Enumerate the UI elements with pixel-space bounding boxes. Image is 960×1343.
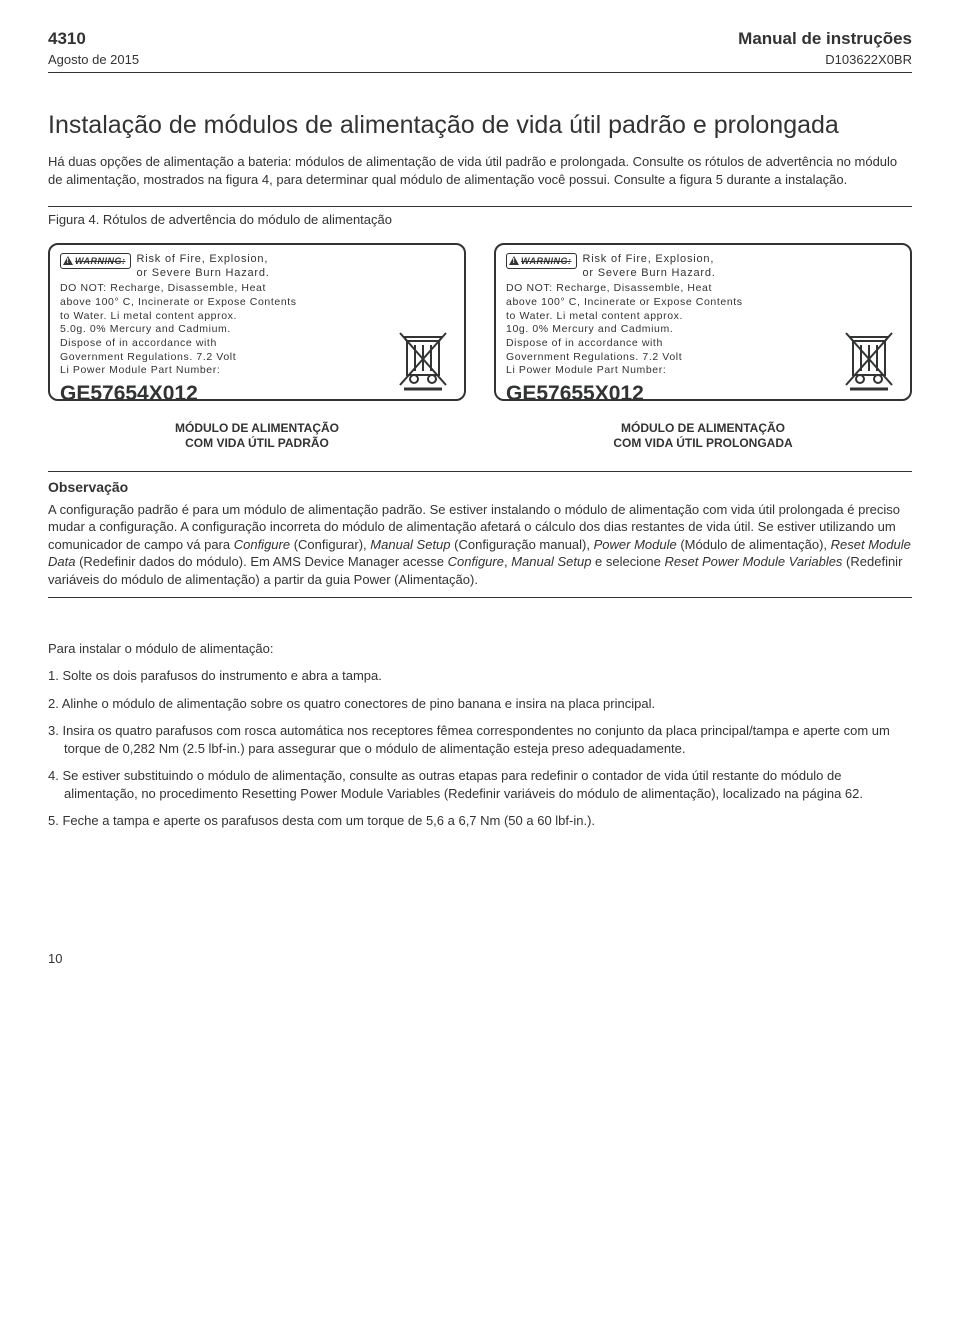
caption-extended: MÓDULO DE ALIMENTAÇÃO COM VIDA ÚTIL PROL… <box>494 411 912 465</box>
step-3: 3. Insira os quatro parafusos com rosca … <box>48 722 912 757</box>
header-right: Manual de instruções D103622X0BR <box>738 28 912 68</box>
section-title: Instalação de módulos de alimentação de … <box>48 109 912 143</box>
warning-badge: WARNING: <box>506 253 577 269</box>
divider <box>48 597 912 598</box>
doc-date: Agosto de 2015 <box>48 51 139 69</box>
doc-title: Manual de instruções <box>738 28 912 51</box>
warning-hazard-text: Risk of Fire, Explosion, or Severe Burn … <box>137 253 270 281</box>
warning-word: WARNING: <box>521 255 572 267</box>
doc-code: D103622X0BR <box>738 51 912 69</box>
step-5: 5. Feche a tampa e aperte os parafusos d… <box>48 812 912 830</box>
no-dispose-bin-icon <box>838 327 900 391</box>
observation-title: Observação <box>48 478 912 497</box>
intro-paragraph: Há duas opções de alimentação a bateria:… <box>48 153 912 188</box>
step-1: 1. Solte os dois parafusos do instrument… <box>48 667 912 685</box>
step-4: 4. Se estiver substituindo o módulo de a… <box>48 767 912 802</box>
warning-word: WARNING: <box>75 255 126 267</box>
observation-body: A configuração padrão é para um módulo d… <box>48 501 912 589</box>
no-dispose-bin-icon <box>392 327 454 391</box>
model-number: 4310 <box>48 28 139 51</box>
page-number: 10 <box>48 950 912 968</box>
label-captions-row: MÓDULO DE ALIMENTAÇÃO COM VIDA ÚTIL PADR… <box>48 411 912 465</box>
warning-hazard-text: Risk of Fire, Explosion, or Severe Burn … <box>583 253 716 281</box>
page-header: 4310 Agosto de 2015 Manual de instruções… <box>48 28 912 73</box>
warning-label-standard: WARNING: Risk of Fire, Explosion, or Sev… <box>48 243 466 401</box>
warning-triangle-icon <box>509 256 519 265</box>
divider <box>48 471 912 472</box>
caption-standard: MÓDULO DE ALIMENTAÇÃO COM VIDA ÚTIL PADR… <box>48 411 466 465</box>
warning-labels-row: WARNING: Risk of Fire, Explosion, or Sev… <box>48 243 912 401</box>
install-steps: 1. Solte os dois parafusos do instrument… <box>48 667 912 830</box>
figure-caption: Figura 4. Rótulos de advertência do módu… <box>48 206 912 229</box>
install-lead: Para instalar o módulo de alimentação: <box>48 640 912 658</box>
warning-triangle-icon <box>63 256 73 265</box>
header-left: 4310 Agosto de 2015 <box>48 28 139 68</box>
warning-label-extended: WARNING: Risk of Fire, Explosion, or Sev… <box>494 243 912 401</box>
warning-badge: WARNING: <box>60 253 131 269</box>
step-2: 2. Alinhe o módulo de alimentação sobre … <box>48 695 912 713</box>
